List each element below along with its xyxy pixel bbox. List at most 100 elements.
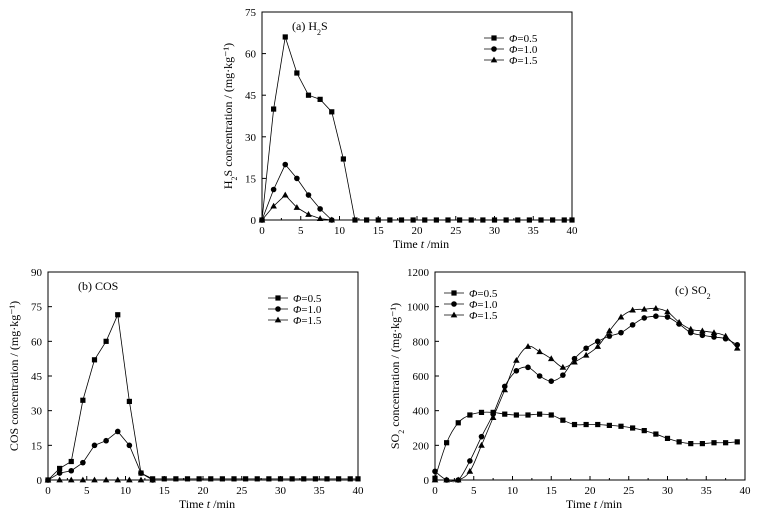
- data-point: [68, 467, 75, 474]
- series-1: [259, 34, 575, 223]
- data-point: [68, 458, 74, 465]
- data-point: [103, 338, 109, 344]
- data-point: [270, 186, 277, 193]
- data-point: [347, 476, 353, 482]
- data-point: [80, 397, 86, 403]
- series-2: [259, 161, 335, 223]
- data-point: [312, 476, 318, 482]
- data-point: [103, 437, 109, 444]
- data-point: [629, 306, 636, 313]
- data-point: [79, 476, 87, 483]
- y-tick-label: 30: [31, 406, 43, 418]
- x-tick-label: 0: [432, 485, 438, 497]
- data-point: [445, 217, 451, 223]
- series-line: [434, 315, 738, 483]
- x-tick-label: 15: [546, 485, 558, 497]
- legend-marker: [274, 316, 282, 323]
- x-tick-label: 35: [528, 225, 540, 237]
- data-point: [336, 476, 342, 482]
- data-point: [490, 411, 496, 417]
- x-tick-label: 25: [236, 485, 248, 497]
- data-point: [317, 96, 323, 102]
- data-point: [126, 476, 133, 483]
- x-tick-label: 40: [353, 485, 365, 497]
- data-point: [723, 440, 729, 446]
- data-point: [468, 217, 474, 223]
- data-point: [294, 175, 300, 182]
- legend-label: Φ=0.5: [509, 33, 538, 45]
- data-point: [305, 92, 312, 98]
- legend-label: Φ=1.0: [509, 44, 538, 56]
- data-point: [664, 314, 671, 320]
- y-tick-label: 75: [31, 302, 43, 314]
- data-point: [699, 441, 705, 447]
- data-point: [606, 333, 613, 339]
- y-tick-label: 45: [31, 371, 43, 383]
- legend-label: Φ=1.0: [469, 299, 498, 311]
- legend: Φ=0.5Φ=1.0Φ=1.5: [484, 33, 538, 67]
- data-point: [364, 217, 370, 223]
- data-point: [561, 217, 567, 223]
- data-point: [526, 217, 532, 223]
- series-3: [431, 305, 741, 483]
- data-point: [114, 428, 121, 435]
- data-point: [653, 313, 659, 320]
- data-point: [467, 412, 473, 418]
- x-tick-label: 25: [450, 225, 462, 237]
- data-point: [478, 409, 485, 415]
- data-point: [138, 470, 144, 476]
- data-point: [640, 305, 648, 312]
- y-tick-label: 1200: [407, 267, 430, 279]
- data-point: [91, 442, 98, 449]
- data-point: [630, 425, 636, 431]
- data-point: [243, 476, 249, 482]
- data-point: [115, 312, 121, 318]
- data-point: [536, 373, 543, 379]
- data-point: [489, 414, 497, 420]
- x-axis-label: Time t /min: [566, 497, 622, 511]
- y-tick-label: 90: [31, 267, 43, 279]
- legend-label: Φ=0.5: [293, 293, 322, 305]
- data-point: [316, 215, 324, 222]
- data-point: [710, 329, 718, 336]
- data-point: [536, 348, 543, 355]
- data-point: [173, 476, 179, 482]
- data-point: [617, 313, 625, 320]
- data-point: [455, 420, 461, 426]
- data-point: [454, 476, 462, 483]
- data-point: [80, 459, 86, 466]
- data-point: [44, 476, 52, 483]
- y-tick-label: 75: [245, 7, 257, 19]
- legend-marker: [451, 290, 457, 296]
- data-point: [503, 217, 509, 223]
- x-tick-label: 5: [471, 485, 477, 497]
- x-tick-label: 20: [585, 485, 597, 497]
- data-point: [355, 476, 361, 482]
- data-point: [305, 192, 312, 198]
- x-tick-label: 35: [701, 485, 713, 497]
- data-point: [293, 204, 301, 210]
- data-point: [515, 217, 521, 223]
- data-point: [664, 435, 671, 441]
- data-point: [583, 421, 589, 428]
- y-tick-label: 60: [245, 49, 257, 61]
- series-1: [432, 409, 740, 481]
- data-point: [711, 334, 717, 340]
- data-point: [641, 428, 647, 434]
- data-point: [675, 318, 683, 325]
- data-point: [57, 465, 63, 472]
- data-point: [467, 458, 473, 464]
- data-point: [294, 70, 300, 76]
- data-point: [548, 378, 555, 385]
- y-axis-label: COS concentration / (mg·kg⁻¹): [7, 301, 21, 451]
- data-point: [733, 344, 741, 351]
- data-point: [329, 109, 335, 115]
- data-point: [618, 329, 624, 336]
- y-tick-label: 60: [31, 336, 43, 348]
- data-point: [571, 355, 578, 362]
- y-tick-label: 15: [31, 440, 43, 452]
- x-tick-label: 30: [489, 225, 501, 237]
- panel-title: (a) H2S: [292, 19, 328, 37]
- data-point: [571, 421, 578, 428]
